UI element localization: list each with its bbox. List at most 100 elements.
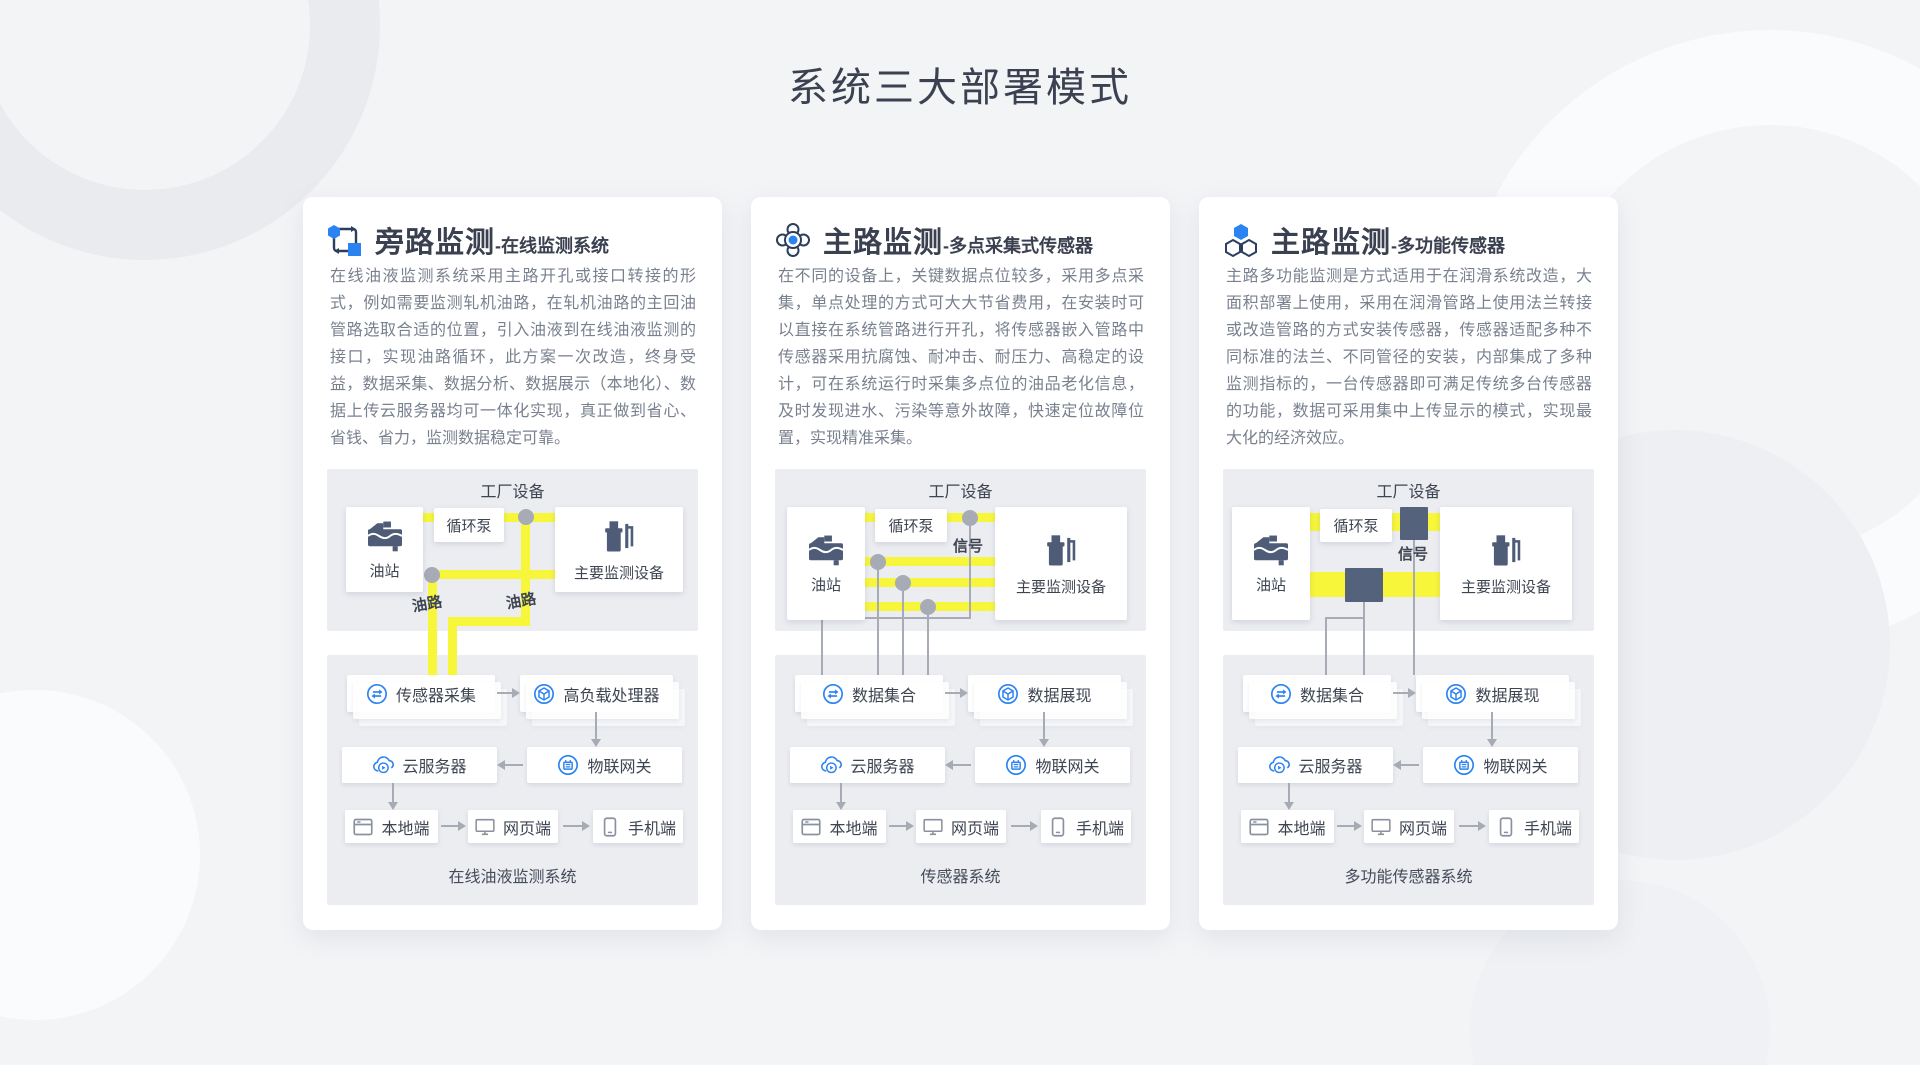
monitor-icon [475, 817, 495, 837]
arrow-left-icon [1393, 760, 1401, 770]
oil-pipe-elbow [448, 617, 530, 626]
oil-path-label: 油路 [410, 593, 444, 616]
signal-line [877, 562, 879, 675]
connector-line [595, 712, 597, 740]
web-client-label: 网页端 [950, 820, 999, 838]
monitor-icon [1371, 817, 1391, 837]
mobile-client-box: 手机端 [1041, 810, 1131, 843]
processor-box: 高负载处理器 [520, 675, 685, 726]
oil-station-box: 油站 [787, 507, 865, 620]
arrow-down-icon [591, 739, 601, 747]
cloud-icon [1268, 754, 1290, 776]
background-circle-bottom-left [0, 690, 200, 1020]
connector-line [1401, 764, 1419, 766]
web-client-box: 网页端 [1364, 810, 1454, 843]
web-client-label: 网页端 [502, 820, 551, 838]
life-ring-icon [775, 222, 811, 258]
data-aggregate-box: 数据集合 [795, 675, 955, 726]
pipe-junction-node [518, 509, 534, 525]
system-panel: 传感器采集 高负载处理器 云服务器 物联网关 [327, 655, 698, 905]
local-client-label: 本地端 [829, 820, 878, 838]
phone-icon [1048, 817, 1068, 837]
card-description: 主路多功能监测是方式适用于在润滑系统改造，大面积部署上使用，采用在润滑管路上使用… [1226, 268, 1592, 447]
connector-line [1459, 825, 1479, 827]
main-device-label: 主要监测设备 [1015, 578, 1106, 596]
arrow-down-icon [836, 802, 846, 810]
web-client-label: 网页端 [1398, 820, 1447, 838]
data-aggregate-box: 数据集合 [1243, 675, 1403, 726]
cloud-icon [372, 754, 394, 776]
signal-line [1363, 602, 1365, 675]
arrow-right-icon [906, 821, 914, 831]
arrow-right-icon [1408, 688, 1416, 698]
processor-label: 高负载处理器 [563, 687, 660, 705]
signal-line [821, 617, 971, 619]
oil-station-box: 油站 [346, 507, 423, 592]
signal-line [927, 607, 929, 675]
mobile-client-box: 手机端 [1489, 810, 1579, 843]
circulation-pump-label: 循环泵 [888, 518, 934, 535]
connector-line [505, 764, 523, 766]
mobile-client-label: 手机端 [627, 820, 676, 838]
connector-line [945, 692, 961, 694]
data-display-label: 数据展现 [1475, 687, 1540, 705]
signal-line [969, 518, 971, 617]
oil-pipe-3 [865, 578, 995, 587]
signal-line [1325, 617, 1327, 675]
web-client-box: 网页端 [468, 810, 558, 843]
cloud-server-box: 云服务器 [1238, 747, 1393, 783]
system-panel: 数据集合 数据展现 云服务器 物联网关 [1223, 655, 1594, 905]
bypass-loop-icon [327, 222, 363, 258]
factory-panel-title: 工厂设备 [928, 484, 993, 501]
system-footer-label: 多功能传感器系统 [1344, 869, 1473, 886]
iot-gateway-box: 物联网关 [527, 747, 682, 783]
monitoring-device-icon [599, 517, 639, 555]
cube-icon [997, 683, 1019, 705]
main-device-box: 主要监测设备 [995, 507, 1127, 620]
connector-line [889, 825, 907, 827]
circulation-pump-label: 循环泵 [446, 517, 492, 535]
circulation-pump-label: 循环泵 [1333, 518, 1379, 535]
connector-line [1491, 712, 1493, 740]
connector-line [441, 825, 459, 827]
arrow-down-icon [1284, 802, 1294, 810]
signal-line [1413, 540, 1415, 675]
iot-gateway-box: 物联网关 [1423, 747, 1578, 783]
local-client-label: 本地端 [381, 820, 430, 838]
gateway-icon [1005, 754, 1027, 776]
arrow-right-icon [582, 821, 590, 831]
sensor-node [962, 510, 978, 526]
arrow-down-icon [1487, 739, 1497, 747]
card-description: 在不同的设备上，关键数据点位较多，采用多点采集，单点处理的方式可大大节省费用，在… [778, 268, 1144, 447]
factory-panel: 工厂设备 油站 循环泵 主要监测设备 信号 [1223, 469, 1594, 675]
mobile-client-label: 手机端 [1075, 820, 1124, 838]
sensor-node [870, 554, 886, 570]
monitoring-device-icon [1486, 531, 1526, 569]
data-display-box: 数据展现 [968, 675, 1133, 726]
sensor-node [920, 599, 936, 615]
gateway-icon [557, 754, 579, 776]
oil-station-label: 油站 [1255, 576, 1286, 594]
main-device-label: 主要监测设备 [1460, 578, 1551, 596]
data-aggregate-label: 数据集合 [1299, 687, 1364, 705]
oil-station-label: 油站 [810, 576, 841, 594]
oil-station-icon [363, 519, 407, 553]
pipe-junction-node [424, 567, 440, 583]
arrow-right-icon [960, 688, 968, 698]
circulation-pump-box: 循环泵 [1320, 509, 1392, 542]
oil-station-icon [1249, 533, 1293, 567]
oil-station-box: 油站 [1232, 507, 1310, 620]
card-subtitle: -多点采集式传感器 [943, 235, 1094, 256]
sync-icon [822, 683, 844, 705]
local-client-box: 本地端 [1241, 810, 1334, 843]
oil-station-icon [804, 533, 848, 567]
oil-pipe-drop-1 [448, 617, 457, 675]
signal-line [821, 617, 823, 675]
hexagons-icon [1223, 222, 1259, 258]
iot-gateway-label: 物联网关 [587, 759, 652, 776]
page-title: 系统三大部署模式 [788, 66, 1132, 110]
card-title: 旁路监测 [375, 227, 496, 259]
card-description: 在线油液监测系统采用主路开孔或接口转接的形式，例如需要监测轧机油路，在轧机油路的… [330, 268, 696, 447]
gateway-icon [1453, 754, 1475, 776]
inline-sensor-block [1400, 507, 1428, 540]
